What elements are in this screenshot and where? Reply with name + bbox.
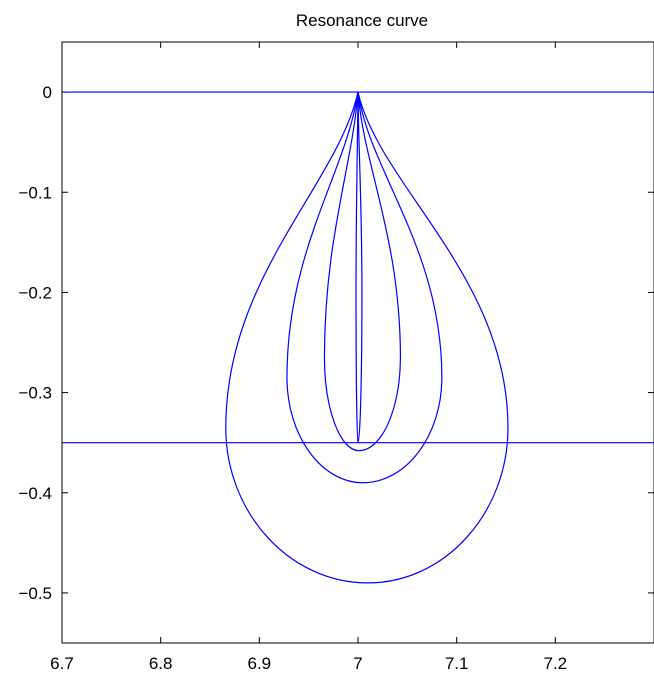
y-tick-label: −0.1 [18,183,52,202]
x-tick-label: 6.8 [149,654,173,673]
resonance-loop [225,91,509,584]
x-tick-label: 7.1 [445,654,469,673]
y-tick-label: −0.5 [18,584,52,603]
x-tick-label: 6.9 [248,654,272,673]
y-tick-label: −0.2 [18,283,52,302]
resonance-loop [355,92,363,444]
x-tick-label: 7 [353,654,362,673]
resonance-loop [323,92,402,452]
y-tick-label: −0.4 [18,484,52,503]
y-tick-label: −0.3 [18,384,52,403]
chart-title: Resonance curve [296,11,428,30]
x-tick-label: 6.7 [50,654,74,673]
plot-frame [61,41,654,644]
x-tick-label: 7.2 [544,654,568,673]
resonance-loop [286,91,443,484]
y-tick-label: 0 [43,83,52,102]
